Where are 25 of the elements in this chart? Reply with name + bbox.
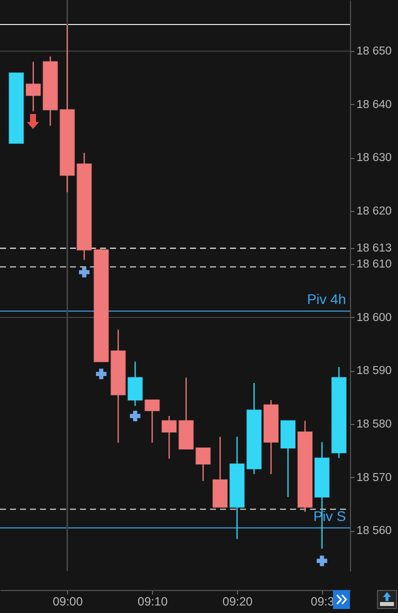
point	[78, 266, 90, 278]
point	[316, 556, 328, 566]
y-tick-label: 18 640	[356, 98, 392, 111]
y-tick-label: 18 613	[356, 242, 392, 255]
x-tick-label: 09:20	[222, 594, 253, 608]
y-tick-label: 18 590	[356, 365, 392, 378]
x-tick-label: 09:00	[52, 594, 84, 608]
candlestick	[144, 399, 160, 444]
candlestick	[196, 447, 211, 482]
y-tick-label: 18 580	[356, 418, 392, 430]
candlestick	[128, 361, 143, 406]
y-tick-label: 18 570	[356, 472, 392, 484]
candlestick	[26, 61, 41, 112]
ref-line-label: Piv 4h	[307, 291, 346, 308]
point	[130, 410, 140, 422]
point	[96, 368, 106, 380]
y-tick-label: 18 650	[356, 46, 392, 58]
y-tick-label: 18 630	[356, 152, 392, 164]
y-tick-label: 18 620	[356, 205, 392, 218]
y-tick-label: 18 560	[356, 525, 392, 538]
y-tick-label: 18 610	[356, 258, 392, 271]
x-tick-label: 09:10	[138, 594, 168, 608]
y-tick-label: 18 600	[356, 312, 392, 324]
candlestick	[162, 415, 177, 460]
x-tick-label: 09:3	[310, 594, 334, 608]
